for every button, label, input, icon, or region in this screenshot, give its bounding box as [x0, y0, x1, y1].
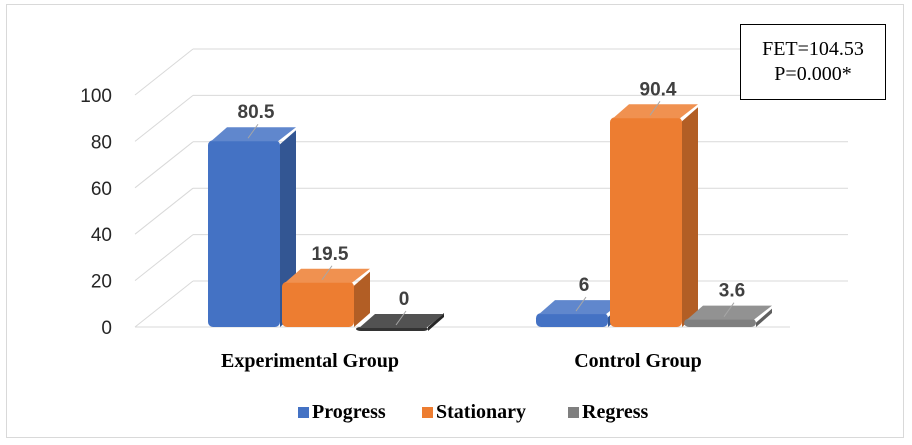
data-label-leader — [723, 302, 735, 317]
legend-swatch-progress — [298, 407, 309, 418]
p-value-text: P=0.000* — [774, 63, 852, 85]
fet-text: FET=104.53 — [762, 38, 864, 60]
bar-stationary — [610, 117, 682, 327]
gridline-diagonal — [134, 141, 194, 189]
bar-top — [359, 314, 444, 328]
legend-swatch-stationary — [422, 407, 433, 418]
bar-top — [539, 300, 624, 315]
bar-side — [428, 313, 444, 331]
bar-top — [285, 268, 370, 283]
data-label-leader — [649, 100, 661, 116]
gridline-diagonal — [134, 234, 194, 281]
bar-progress — [208, 140, 280, 327]
legend-swatch-regress — [568, 407, 579, 418]
legend-label-stationary: Stationary — [436, 401, 526, 423]
gridline-diagonal — [134, 95, 194, 142]
bar-top — [211, 127, 296, 142]
legend-label-progress: Progress — [312, 401, 386, 423]
bar-regress — [684, 318, 756, 327]
data-label-leader — [395, 310, 407, 326]
gridline-diagonal — [134, 187, 194, 235]
y-tick-label: 60 — [91, 179, 112, 200]
gridline-diagonal — [134, 280, 194, 328]
category-label: Experimental Group — [221, 350, 399, 372]
data-label-leader — [575, 296, 587, 312]
bar-progress — [536, 313, 608, 327]
bar-top — [613, 104, 698, 119]
data-label: 0 — [399, 289, 410, 310]
category-label: Control Group — [574, 350, 702, 372]
bar-side — [756, 308, 772, 327]
data-label: 6 — [579, 275, 590, 296]
stat-annotation-box: FET=104.53 P=0.000* — [740, 24, 886, 100]
bar-top — [687, 305, 772, 320]
y-tick-label: 20 — [91, 272, 112, 293]
y-tick-label: 80 — [91, 132, 112, 153]
y-tick-label: 40 — [91, 225, 112, 246]
bar-stationary — [282, 281, 354, 327]
data-label: 80.5 — [238, 102, 275, 123]
y-tick-label: 0 — [101, 318, 112, 339]
data-label-leader — [247, 123, 259, 139]
y-tick-label: 100 — [80, 86, 112, 107]
bar-side — [682, 107, 698, 327]
data-label-leader — [321, 265, 333, 281]
data-label: 90.4 — [640, 79, 677, 100]
bar-side — [354, 271, 370, 327]
gridline-diagonal — [134, 48, 194, 96]
legend-label-regress: Regress — [582, 401, 648, 423]
data-label: 19.5 — [312, 244, 349, 265]
data-label: 3.6 — [719, 281, 745, 302]
